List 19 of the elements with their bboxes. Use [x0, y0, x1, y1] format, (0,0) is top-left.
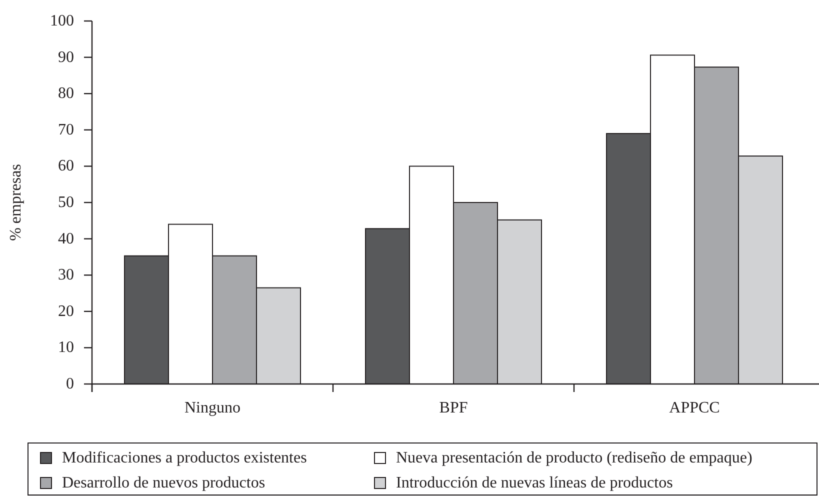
y-tick-label: 30: [58, 266, 74, 284]
legend-label: Modificaciones a productos existentes: [62, 450, 307, 466]
y-tick-label: 40: [58, 230, 74, 248]
y-tick-label: 10: [58, 339, 74, 356]
y-tick-label: 70: [58, 121, 74, 138]
legend-label: Desarrollo de nuevos productos: [62, 474, 266, 492]
x-tick-label: Ninguno: [184, 400, 240, 416]
y-axis-title: % empresas: [8, 164, 24, 241]
y-tick-label: 0: [66, 376, 74, 392]
legend-label: Nueva presentación de producto (rediseño de empaque): [396, 450, 752, 466]
y-tick-label: 60: [58, 158, 74, 175]
x-tick-label: BPF: [439, 400, 468, 416]
y-tick-label: 50: [58, 194, 74, 211]
legend-label: Introducción de nuevas líneas de productos: [396, 474, 673, 492]
y-tick-label: 100: [50, 12, 74, 30]
y-tick-label: 80: [58, 85, 74, 102]
x-tick-label: APPCC: [669, 400, 720, 416]
y-tick-label: 90: [58, 48, 74, 66]
y-tick-label: 20: [58, 302, 74, 320]
